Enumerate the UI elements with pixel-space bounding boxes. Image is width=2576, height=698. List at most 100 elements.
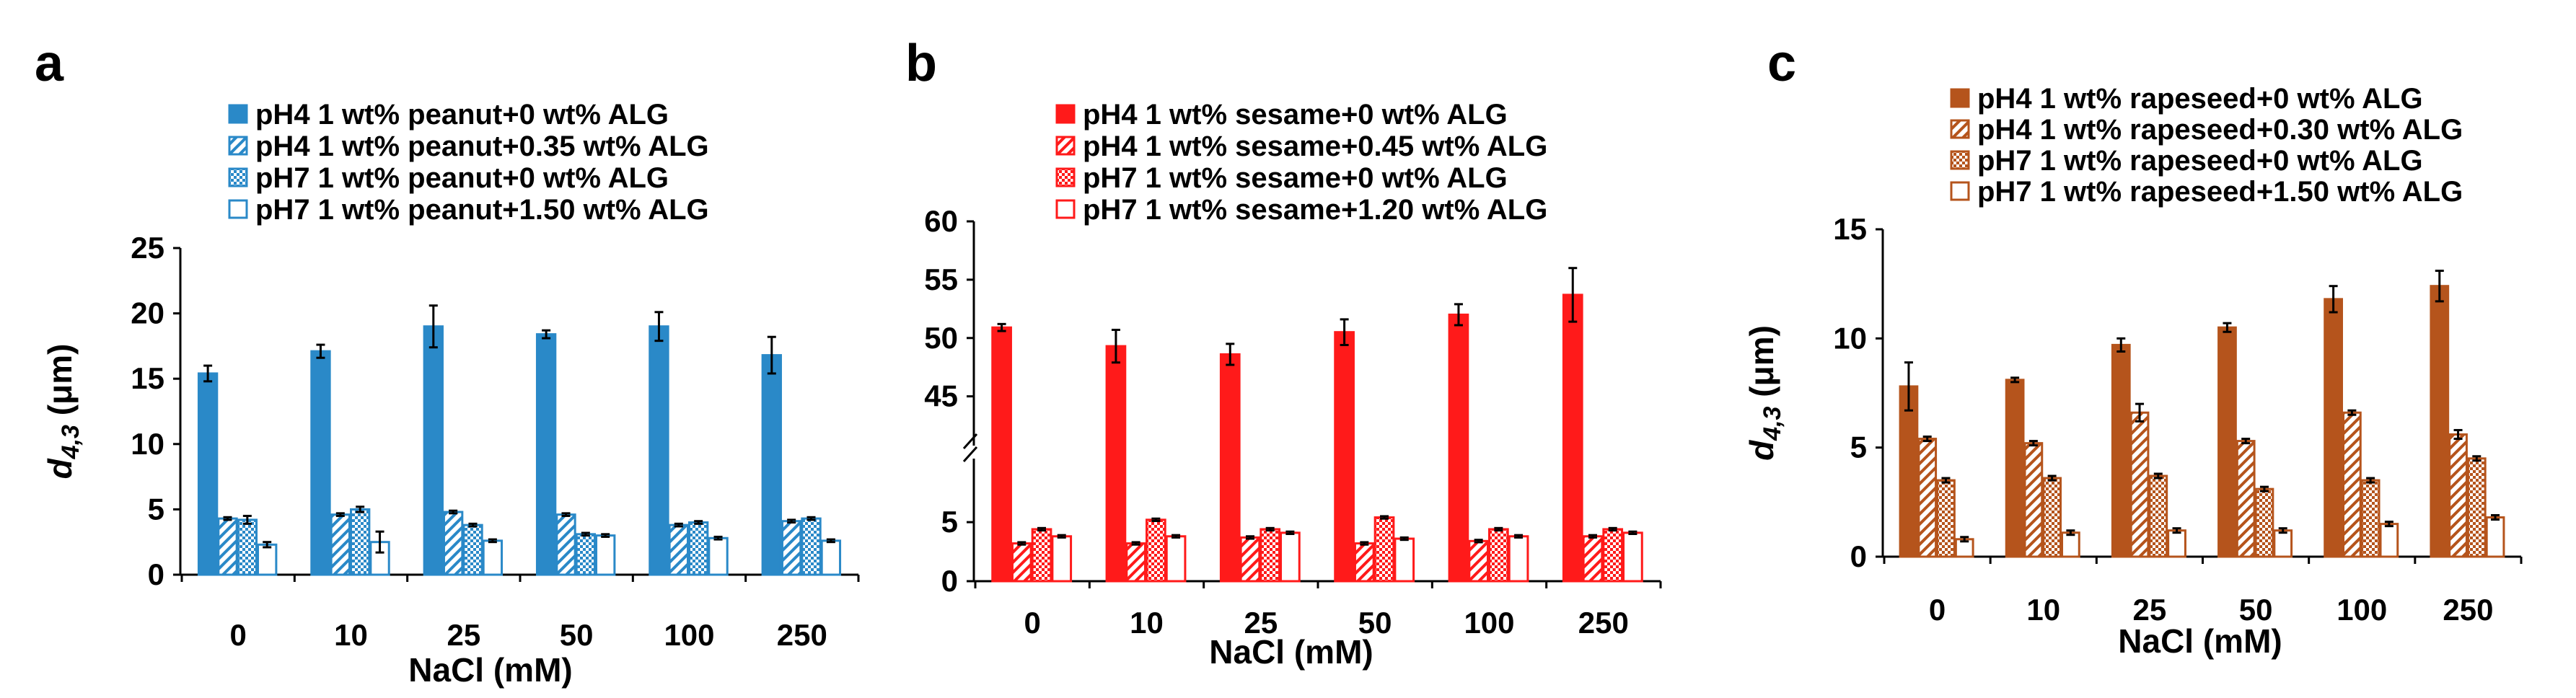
legend-swatch xyxy=(228,167,248,187)
legend-entry: pH4 1 wt% peanut+0.35 wt% ALG xyxy=(255,131,709,162)
bar xyxy=(555,513,576,576)
bar xyxy=(668,524,689,576)
legend-swatch xyxy=(1950,88,1970,108)
bar xyxy=(595,534,616,576)
bar xyxy=(1125,542,1146,583)
bar xyxy=(1165,535,1187,583)
bar xyxy=(1031,528,1052,583)
x-tick-label: 100 xyxy=(2337,593,2387,627)
bar xyxy=(535,333,557,576)
bar xyxy=(2042,477,2062,558)
y-tick-label: 10 xyxy=(1833,321,1867,355)
x-tick-label: 250 xyxy=(777,618,827,652)
bar xyxy=(1146,518,1166,583)
legend-entry: pH4 1 wt% peanut+0 wt% ALG xyxy=(255,99,669,131)
y-tick-label: 25 xyxy=(131,231,164,265)
legend-swatch xyxy=(1950,119,1970,139)
bar xyxy=(1373,516,1395,583)
bar xyxy=(2129,411,2150,558)
x-tick-label: 250 xyxy=(1578,606,1629,640)
bar xyxy=(2360,479,2381,558)
bar xyxy=(1280,531,1301,583)
legend-swatch xyxy=(1055,104,1076,124)
bar xyxy=(575,533,597,576)
bar xyxy=(2324,298,2343,558)
bar xyxy=(2448,433,2468,558)
y-tick-label: 50 xyxy=(924,321,958,355)
bar xyxy=(1260,528,1281,583)
legend-swatch xyxy=(228,136,248,156)
x-tick-label: 25 xyxy=(447,618,480,652)
x-tick-label: 250 xyxy=(2443,593,2493,627)
x-tick-label: 0 xyxy=(229,618,246,652)
bar xyxy=(2430,285,2450,558)
bar xyxy=(1219,353,1241,583)
legend-entry: pH4 1 wt% sesame+0 wt% ALG xyxy=(1083,99,1508,131)
x-tick-label: 10 xyxy=(2026,593,2060,627)
bar xyxy=(801,517,822,576)
y-tick-label: 15 xyxy=(1833,212,1867,246)
bar xyxy=(310,350,331,576)
bar xyxy=(2254,487,2274,558)
bar xyxy=(1334,331,1355,583)
x-tick-label: 25 xyxy=(2133,593,2167,627)
y-tick-label: 45 xyxy=(924,379,958,413)
legend-entry: pH7 1 wt% peanut+1.50 wt% ALG xyxy=(255,194,709,226)
chart-panel-b: b 0 5 45 50 55 60 0 10 25 50 100 250 pH4 1 wt% sesame… xyxy=(905,35,1662,671)
bar xyxy=(2236,440,2256,558)
bar xyxy=(1899,385,1919,558)
bar xyxy=(688,521,709,576)
y-tick-label: 0 xyxy=(148,557,164,591)
bar xyxy=(1011,542,1032,583)
bar xyxy=(1936,479,1956,558)
y-tick-label: 15 xyxy=(131,361,164,395)
bar xyxy=(1562,293,1583,583)
bar xyxy=(991,326,1012,583)
y-tick-label: 5 xyxy=(1850,430,1867,464)
bar xyxy=(1582,535,1604,583)
legend-entry: pH4 1 wt% rapeseed+0 wt% ALG xyxy=(1977,83,2423,115)
bar xyxy=(1468,539,1489,583)
bar xyxy=(350,508,371,576)
x-tick-label: 50 xyxy=(2239,593,2273,627)
bar xyxy=(2005,379,2025,558)
bar xyxy=(2061,531,2080,558)
legend-swatch xyxy=(1055,167,1076,187)
bar xyxy=(330,513,351,576)
bar xyxy=(1239,536,1261,583)
legend-entry: pH7 1 wt% peanut+0 wt% ALG xyxy=(255,162,669,194)
y-tick-label: 10 xyxy=(131,427,164,461)
bar xyxy=(2148,474,2168,558)
x-tick-label: 50 xyxy=(560,618,594,652)
bar xyxy=(1105,345,1127,583)
bar xyxy=(761,354,782,576)
bar xyxy=(2485,516,2505,558)
legend-swatch xyxy=(1055,136,1076,156)
bar xyxy=(1917,438,1938,558)
bar xyxy=(781,520,802,576)
bar xyxy=(2379,523,2399,558)
y-tick-label: 60 xyxy=(924,204,958,238)
bar xyxy=(462,524,483,576)
bar xyxy=(482,539,504,576)
x-tick-label: 0 xyxy=(1929,593,1946,627)
x-tick-label: 100 xyxy=(1464,606,1514,640)
bar xyxy=(2342,411,2362,558)
panel-letter: a xyxy=(35,35,64,92)
y-tick-label: 55 xyxy=(924,262,958,296)
y-tick-label: 5 xyxy=(941,505,958,539)
legend-entry: pH7 1 wt% sesame+0 wt% ALG xyxy=(1083,162,1508,194)
legend-swatch xyxy=(1950,181,1970,201)
legend-entry: pH7 1 wt% rapeseed+0 wt% ALG xyxy=(1977,145,2423,177)
bar xyxy=(820,539,842,576)
y-tick-label: 0 xyxy=(1850,539,1867,573)
bar xyxy=(1622,531,1643,583)
chart-panel-c: c 0 5 10 15 0 10 25 50 100 250 pH4 1 wt% rapeseed+0… xyxy=(1743,35,2523,660)
x-axis-label: NaCl (mM) xyxy=(1209,633,1373,671)
legend-entry: pH7 1 wt% rapeseed+1.50 wt% ALG xyxy=(1977,176,2463,208)
bar xyxy=(1051,535,1073,583)
x-tick-label: 10 xyxy=(1130,606,1164,640)
bar xyxy=(423,325,444,576)
bar xyxy=(1394,537,1415,583)
